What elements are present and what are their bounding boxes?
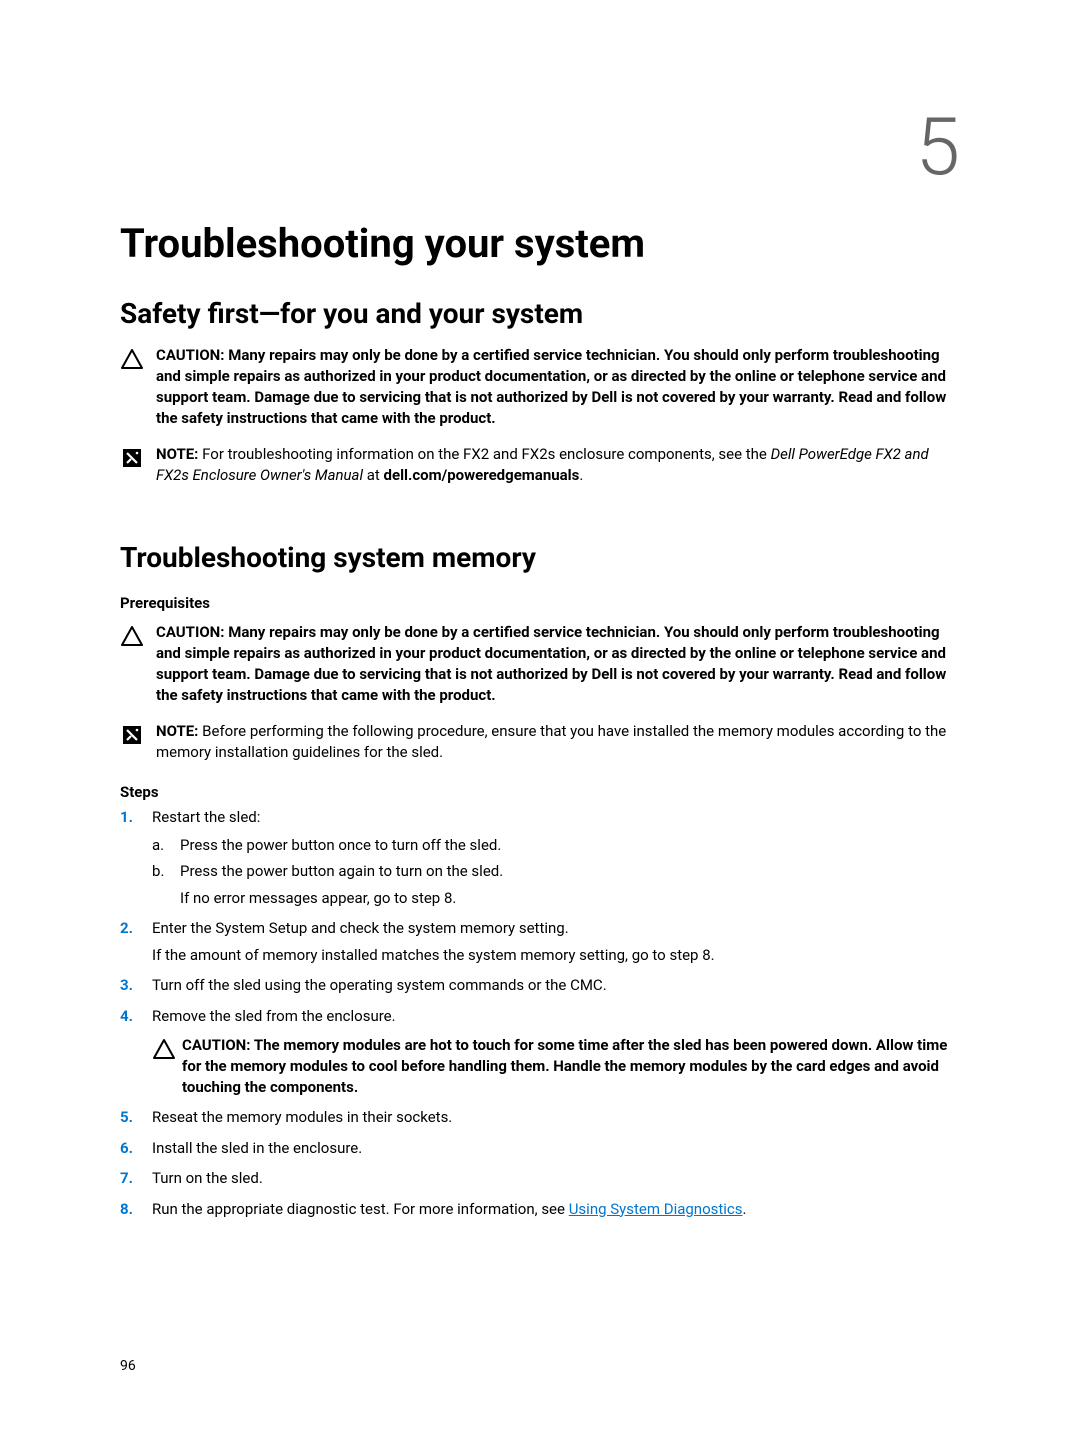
page-title: Troubleshooting your system xyxy=(120,220,960,267)
diagnostics-link[interactable]: Using System Diagnostics xyxy=(569,1200,743,1218)
step-5: Reseat the memory modules in their socke… xyxy=(120,1106,960,1129)
caution-callout: CAUTION: Many repairs may only be done b… xyxy=(120,345,960,429)
steps-heading: Steps xyxy=(120,783,960,801)
note-callout: NOTE: For troubleshooting information on… xyxy=(120,444,960,486)
step-2-after: If the amount of memory installed matche… xyxy=(152,944,960,967)
step-2: Enter the System Setup and check the sys… xyxy=(120,917,960,966)
step-3: Turn off the sled using the operating sy… xyxy=(120,974,960,997)
step-4: Remove the sled from the enclosure. CAUT… xyxy=(120,1005,960,1099)
document-page: 5 Troubleshooting your system Safety fir… xyxy=(0,0,1080,1220)
caution-icon xyxy=(120,624,148,652)
step-7: Turn on the sled. xyxy=(120,1167,960,1190)
note-text: NOTE: Before performing the following pr… xyxy=(156,721,960,763)
prerequisites-heading: Prerequisites xyxy=(120,594,960,612)
caution-icon xyxy=(152,1037,176,1068)
sub-steps: Press the power button once to turn off … xyxy=(152,834,960,910)
note-icon xyxy=(120,723,148,751)
page-number: 96 xyxy=(120,1358,136,1374)
note-icon xyxy=(120,446,148,474)
nested-caution: CAUTION: The memory modules are hot to t… xyxy=(152,1035,960,1098)
caution-icon xyxy=(120,347,148,375)
step-8: Run the appropriate diagnostic test. For… xyxy=(120,1198,960,1221)
note-text: NOTE: For troubleshooting information on… xyxy=(156,444,960,486)
note-callout: NOTE: Before performing the following pr… xyxy=(120,721,960,763)
chapter-number: 5 xyxy=(916,100,960,194)
caution-text: CAUTION: Many repairs may only be done b… xyxy=(156,345,960,429)
section-heading-memory: Troubleshooting system memory xyxy=(120,541,960,574)
step-6: Install the sled in the enclosure. xyxy=(120,1137,960,1160)
substep-b-note: If no error messages appear, go to step … xyxy=(180,887,960,910)
nested-caution-text: CAUTION: The memory modules are hot to t… xyxy=(182,1035,960,1098)
caution-callout: CAUTION: Many repairs may only be done b… xyxy=(120,622,960,706)
step-1: Restart the sled: Press the power button… xyxy=(120,806,960,909)
caution-text: CAUTION: Many repairs may only be done b… xyxy=(156,622,960,706)
section-heading-safety: Safety first—for you and your system xyxy=(120,297,960,330)
substep-b: Press the power button again to turn on … xyxy=(152,860,960,909)
substep-a: Press the power button once to turn off … xyxy=(152,834,960,857)
steps-list: Restart the sled: Press the power button… xyxy=(120,806,960,1220)
